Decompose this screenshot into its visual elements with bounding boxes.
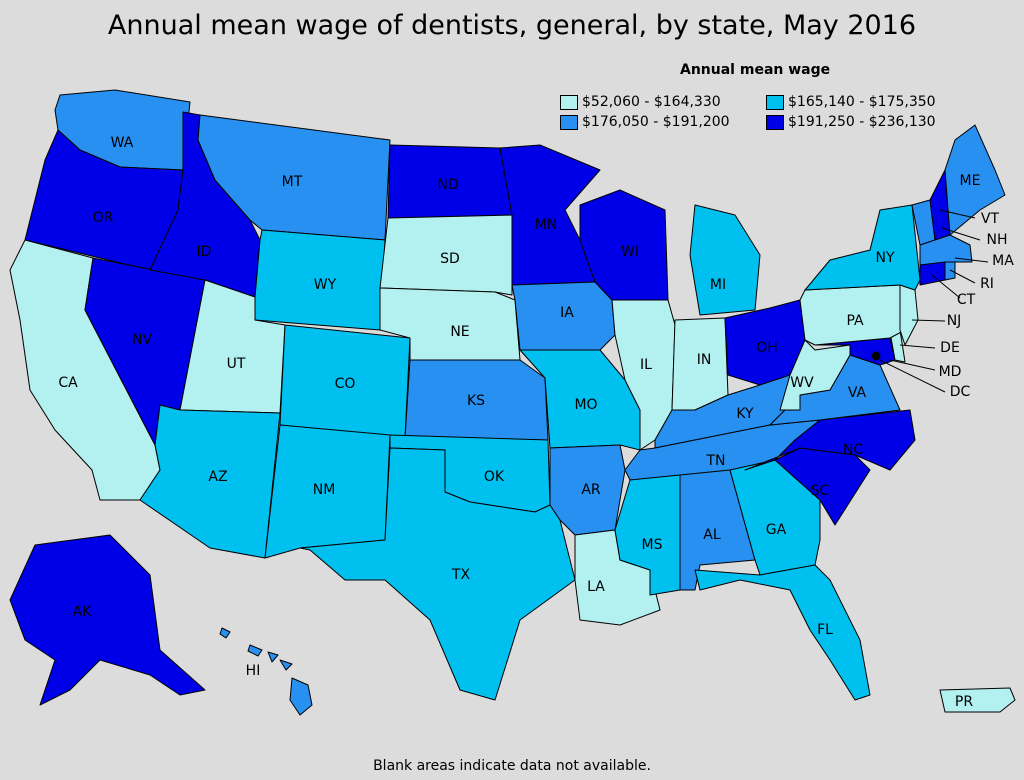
state-label: FL <box>817 622 833 638</box>
state-me[interactable] <box>944 124 1006 236</box>
state-ri[interactable] <box>944 261 956 281</box>
legend-swatch <box>560 114 578 130</box>
state-ks[interactable] <box>404 359 549 441</box>
state-az[interactable] <box>139 404 281 559</box>
state-label: NJ <box>947 313 962 329</box>
legend-item: $165,140 - $175,350 <box>766 94 936 110</box>
state-label: MN <box>535 217 558 233</box>
state-wv[interactable] <box>779 339 851 411</box>
state-label: MO <box>574 397 597 413</box>
state-label: WY <box>314 277 337 293</box>
state-il[interactable] <box>611 299 676 451</box>
state-label: CO <box>335 376 356 392</box>
state-label: VA <box>848 385 867 401</box>
leader-lines <box>879 209 989 393</box>
legend-swatch <box>766 114 784 130</box>
state-nc[interactable] <box>744 409 916 471</box>
state-mt[interactable] <box>197 114 391 241</box>
state-label: MI <box>710 277 726 293</box>
state-label: TX <box>451 567 471 583</box>
state-label: OH <box>756 340 778 356</box>
state-label: PA <box>846 313 864 329</box>
state-label: KS <box>467 393 485 409</box>
state-label: SD <box>440 251 460 267</box>
state-label: ND <box>437 177 458 193</box>
state-label: HI <box>246 663 261 679</box>
state-label: WA <box>111 135 134 151</box>
state-label: VT <box>981 211 1000 227</box>
state-dc[interactable] <box>871 351 881 361</box>
state-label: AR <box>581 482 601 498</box>
state-ny[interactable] <box>804 204 921 291</box>
state-label: NE <box>450 324 469 340</box>
state-label: MD <box>939 364 962 380</box>
state-label: KY <box>736 406 754 422</box>
state-mi[interactable] <box>689 204 761 316</box>
state-label: AL <box>703 527 721 543</box>
state-ct[interactable] <box>919 261 946 286</box>
legend-item: $52,060 - $164,330 <box>560 94 721 110</box>
state-label: AK <box>73 604 93 620</box>
footnote: Blank areas indicate data not available. <box>373 758 651 774</box>
legend-label: $191,250 - $236,130 <box>788 114 936 130</box>
legend-item: $176,050 - $191,200 <box>560 114 730 130</box>
state-label: LA <box>587 579 605 595</box>
legend-swatch <box>766 94 784 110</box>
state-label: DE <box>940 340 960 356</box>
state-label: WV <box>790 375 814 391</box>
state-label: PR <box>955 694 973 710</box>
state-label: ME <box>960 173 981 189</box>
legend-swatch <box>560 94 578 110</box>
state-label: RI <box>980 276 994 292</box>
state-pr[interactable] <box>939 687 1016 713</box>
state-tx[interactable] <box>299 447 576 701</box>
legend-label: $52,060 - $164,330 <box>582 94 721 110</box>
map-title: Annual mean wage of dentists, general, b… <box>107 10 917 41</box>
state-label: OK <box>484 469 505 485</box>
state-sd[interactable] <box>379 214 513 296</box>
state-ak[interactable] <box>9 534 206 706</box>
state-label: MA <box>992 253 1014 269</box>
state-label: NH <box>987 232 1008 248</box>
state-label: AZ <box>208 469 227 485</box>
state-label: IL <box>640 357 652 373</box>
state-label: DC <box>950 384 971 400</box>
state-label: GA <box>766 522 787 538</box>
state-label: UT <box>227 356 246 372</box>
state-fl[interactable] <box>694 564 871 701</box>
legend-label: $176,050 - $191,200 <box>582 114 730 130</box>
state-hi[interactable] <box>219 627 313 716</box>
state-label: CA <box>58 375 78 391</box>
state-label: WI <box>621 244 639 260</box>
state-label: OR <box>93 210 114 226</box>
state-label: IN <box>697 352 712 368</box>
state-label: NC <box>843 442 863 458</box>
state-label: NV <box>132 332 152 348</box>
state-nj[interactable] <box>899 284 919 346</box>
state-label: NM <box>313 482 336 498</box>
state-label: ID <box>197 244 212 260</box>
state-label: NY <box>875 250 894 266</box>
legend-label: $165,140 - $175,350 <box>788 94 936 110</box>
state-label: MT <box>282 174 303 190</box>
legend-title: Annual mean wage <box>680 62 831 78</box>
state-label: IA <box>560 305 574 321</box>
state-label: TN <box>705 453 725 469</box>
legend-item: $191,250 - $236,130 <box>766 114 936 130</box>
state-label: MS <box>642 537 663 553</box>
state-label: SC <box>811 483 830 499</box>
state-label: CT <box>957 292 976 308</box>
